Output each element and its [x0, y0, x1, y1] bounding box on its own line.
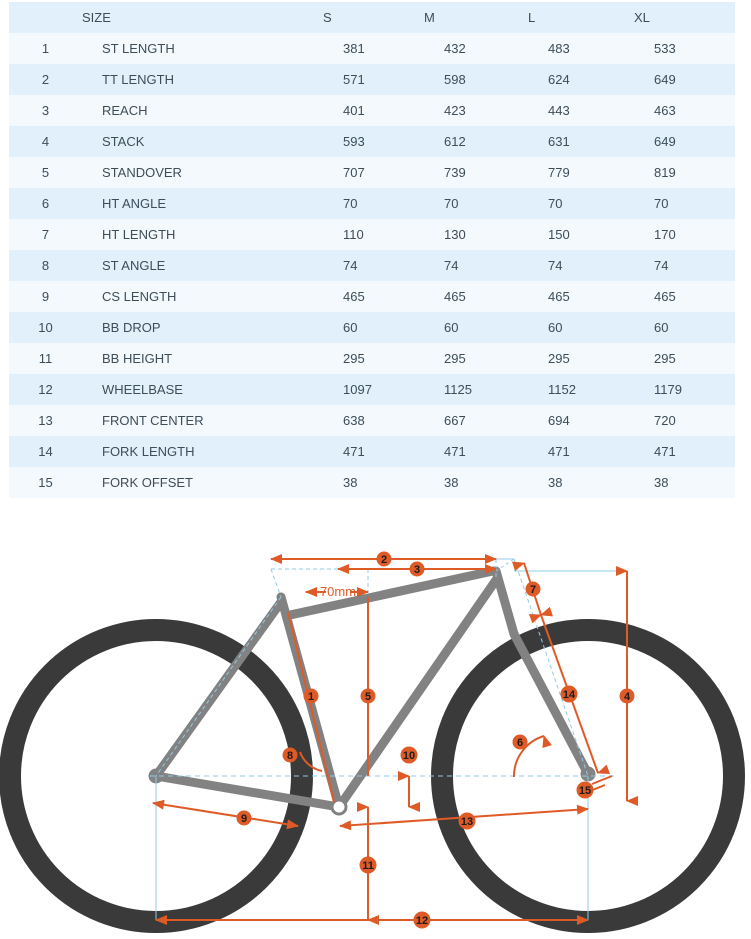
svg-text:11: 11: [362, 860, 374, 872]
svg-text:15: 15: [579, 785, 591, 797]
svg-text:3: 3: [414, 564, 420, 576]
svg-text:14: 14: [563, 689, 576, 701]
svg-text:13: 13: [461, 816, 473, 828]
svg-text:7: 7: [530, 584, 536, 596]
svg-text:12: 12: [416, 915, 428, 927]
svg-text:6: 6: [517, 737, 523, 749]
svg-text:2: 2: [381, 554, 387, 566]
svg-text:1: 1: [308, 691, 314, 703]
svg-text:9: 9: [241, 813, 247, 825]
svg-text:4: 4: [624, 691, 631, 703]
svg-text:8: 8: [287, 750, 293, 762]
svg-text:70mm: 70mm: [320, 584, 356, 599]
svg-text:5: 5: [365, 691, 371, 703]
svg-text:10: 10: [403, 750, 415, 762]
